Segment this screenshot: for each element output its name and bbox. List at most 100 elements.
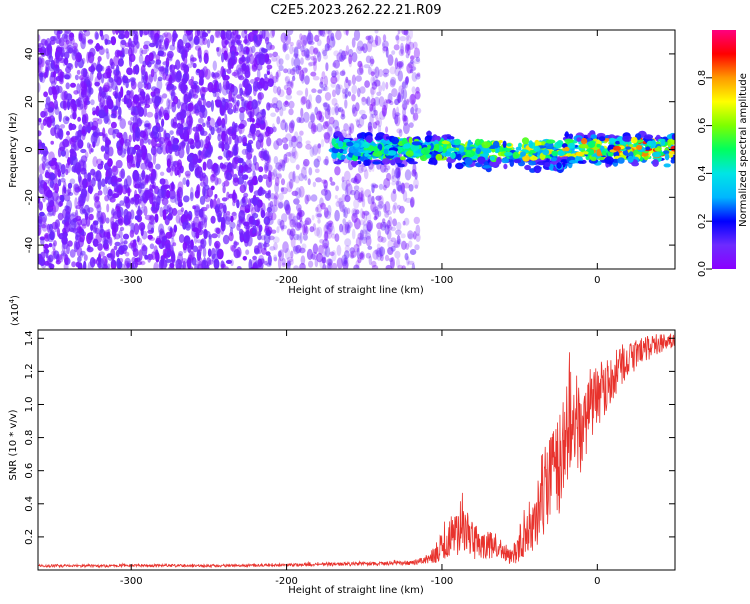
spectrogram-cell — [521, 137, 530, 145]
spectrogram-cell — [396, 61, 404, 68]
spectrogram-cell — [391, 136, 400, 145]
spectrogram-cell — [170, 83, 175, 90]
spectrogram-cell — [479, 153, 488, 157]
spectrogram-cell — [224, 216, 231, 225]
snr-y-multiplier-base: (x10 — [10, 303, 21, 326]
spectrogram-cell — [87, 261, 94, 269]
spectrogram-cell — [246, 234, 253, 247]
spectrogram-cell — [283, 153, 288, 164]
spectrogram-cell — [398, 49, 405, 57]
spectrogram-cell — [654, 147, 661, 152]
spectrogram-cell — [302, 233, 308, 241]
spectrogram-cell — [285, 94, 293, 100]
spectrogram-cell — [188, 250, 195, 261]
spectrogram-cell — [258, 54, 266, 66]
spectrogram-cell — [193, 131, 200, 143]
spectrogram-cell — [117, 186, 123, 194]
spectrogram-cell — [503, 163, 508, 170]
spectrogram-cell — [281, 137, 288, 144]
spectrogram-cell — [221, 52, 225, 63]
spectrogram-cell — [502, 140, 507, 148]
spectrogram-cell — [400, 156, 406, 161]
spectrogram-cell — [80, 218, 88, 227]
spectrogram-cell — [102, 265, 109, 269]
spectrogram-cell — [345, 76, 349, 84]
spectrogram-cell — [296, 222, 302, 229]
spectrogram-cell — [587, 140, 596, 148]
spectrogram-cell — [80, 250, 86, 256]
spectrogram-cell — [58, 233, 65, 240]
spectrogram-cell — [341, 254, 348, 267]
spectrogram-cell — [124, 30, 130, 39]
spectrogram-cell — [214, 77, 218, 87]
spectrogram-cell — [360, 46, 365, 51]
spectrogram-cell — [155, 251, 160, 263]
spectrogram-cell — [141, 69, 147, 80]
spectrogram-cell — [38, 130, 42, 137]
spectrogram-cell — [65, 93, 73, 101]
spectrogram-cell — [371, 260, 377, 268]
spectrogram-cell — [581, 137, 588, 145]
spectrogram-cell — [123, 48, 130, 55]
spectrogram-cell — [275, 100, 283, 111]
spectrogram-cell — [323, 30, 331, 35]
spectrogram-cell — [363, 64, 371, 69]
spectrogram-cell — [311, 251, 318, 261]
spectrogram-cell — [182, 93, 190, 105]
spectrogram-cell — [171, 207, 178, 216]
spectrogram-cell — [41, 224, 47, 229]
spectrogram-cell — [304, 67, 308, 73]
spectrogram-cell — [77, 262, 83, 269]
spectrogram-cell — [615, 140, 621, 145]
spectrogram-cell — [288, 139, 293, 148]
spectrogram-cell — [391, 175, 397, 183]
spectrogram-cell — [206, 204, 210, 209]
spectrogram-cell — [287, 79, 291, 85]
spectrogram-cell — [369, 113, 374, 125]
spectrogram-cell — [71, 261, 76, 268]
spectrogram-cell — [168, 189, 176, 200]
spectrogram-cell — [349, 123, 355, 134]
spectrogram-cell — [172, 242, 177, 247]
spectrogram-cell — [414, 184, 418, 189]
spectrogram-cell — [247, 111, 254, 118]
spectrogram-cell — [77, 256, 82, 263]
spectrogram-cell — [225, 128, 232, 135]
spectrogram-cell — [465, 149, 475, 158]
spectrogram-cell — [622, 135, 633, 142]
spectrogram-cell — [236, 266, 242, 269]
spectrogram-cell — [325, 105, 331, 112]
spectrogram-cell — [192, 153, 199, 165]
spectrogram-cell — [236, 94, 242, 99]
spectrogram-cell — [370, 75, 376, 86]
spectrogram-cell — [59, 124, 66, 129]
spectrogram-cell — [392, 204, 397, 214]
spectrogram-cell — [177, 39, 184, 50]
spectrogram-cell — [238, 210, 246, 222]
spectrogram-cell — [98, 86, 104, 92]
spectrogram-cell — [324, 92, 332, 101]
spectrogram-cell — [319, 239, 325, 244]
spectrogram-cell — [123, 148, 127, 155]
spectrogram-cell — [147, 234, 153, 240]
spectrogram-cell — [65, 82, 70, 90]
spectrogram-cell — [394, 67, 400, 77]
spectrogram-cell — [344, 250, 350, 259]
spectrogram-cell — [292, 215, 298, 228]
spectrogram-cell — [298, 186, 305, 198]
spectrogram-cell — [238, 83, 243, 91]
spectrogram-cell — [96, 71, 102, 80]
spectrogram-cell — [291, 135, 297, 143]
spectrogram-cell — [47, 107, 54, 113]
spectrogram-cell — [298, 173, 305, 182]
spectrogram-cell — [239, 219, 245, 223]
spectrogram-cell — [137, 195, 142, 206]
spectrogram-cell — [309, 112, 316, 124]
spectrogram-cell — [113, 55, 120, 67]
spectrogram-cell — [564, 131, 569, 138]
spectrogram-cell — [412, 41, 418, 49]
spectrogram-cell — [320, 139, 325, 148]
spectrogram-cell — [52, 70, 57, 78]
spectrogram-cell — [627, 155, 634, 163]
spectrogram-cell — [281, 187, 288, 195]
